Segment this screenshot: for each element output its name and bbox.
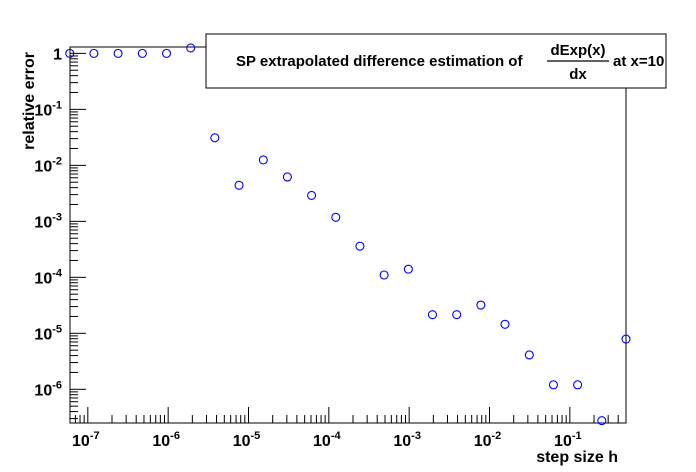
data-point (307, 190, 317, 200)
x-axis-ticks: 10-7 10-6 10-5 10-4 10-3 10-2 10-1 (69, 407, 627, 450)
data-point (161, 48, 172, 58)
chart-title-prefix: SP extrapolated difference estimation of (236, 53, 523, 70)
y-tick-label: 10-5 (34, 323, 62, 343)
data-point (234, 180, 244, 190)
data-point (210, 133, 220, 143)
data-point (621, 334, 631, 344)
x-axis-title: step size h (536, 449, 618, 466)
data-point (89, 48, 99, 58)
data-point (476, 300, 486, 310)
x-tick-label: 10-1 (554, 430, 582, 450)
data-point (379, 270, 389, 280)
chart-title-suffix: at x=10 (613, 53, 664, 70)
data-points (65, 43, 631, 426)
y-axis-title: relative error (21, 52, 38, 150)
chart-title-denominator: dx (569, 66, 587, 83)
chart-title-box: SP extrapolated difference estimation of… (205, 33, 667, 89)
y-axis-ticks: 1 10-1 10-2 10-3 10-4 10-5 10-6 (34, 46, 86, 420)
x-tick-label: 10-3 (393, 430, 421, 450)
x-tick-label: 10-2 (474, 430, 502, 450)
data-point (573, 380, 583, 390)
x-tick-label: 10-6 (152, 430, 180, 450)
x-tick-label: 10-7 (72, 430, 100, 450)
data-point (427, 310, 438, 320)
data-point (597, 416, 607, 426)
y-tick-label: 10-4 (34, 267, 62, 287)
data-point (500, 319, 510, 329)
data-point (403, 264, 413, 274)
data-point (137, 48, 147, 58)
chart-title-numerator: dExp(x) (550, 42, 605, 59)
plot-frame (69, 46, 627, 424)
data-point (331, 212, 341, 222)
data-point (113, 48, 123, 58)
y-tick-label: 10-6 (34, 379, 62, 399)
data-point (282, 172, 292, 182)
y-tick-label: 10-1 (34, 99, 62, 119)
x-tick-label: 10-4 (313, 430, 341, 450)
data-point (355, 241, 365, 251)
x-tick-label: 10-5 (233, 430, 261, 450)
data-point (65, 48, 75, 58)
data-point (186, 43, 196, 53)
y-tick-label: 10-3 (34, 211, 62, 231)
data-point (258, 155, 268, 165)
data-point (524, 350, 534, 360)
data-point (548, 380, 558, 390)
data-point (452, 310, 462, 320)
y-tick-label: 1 (53, 46, 62, 63)
y-tick-label: 10-2 (34, 155, 62, 175)
